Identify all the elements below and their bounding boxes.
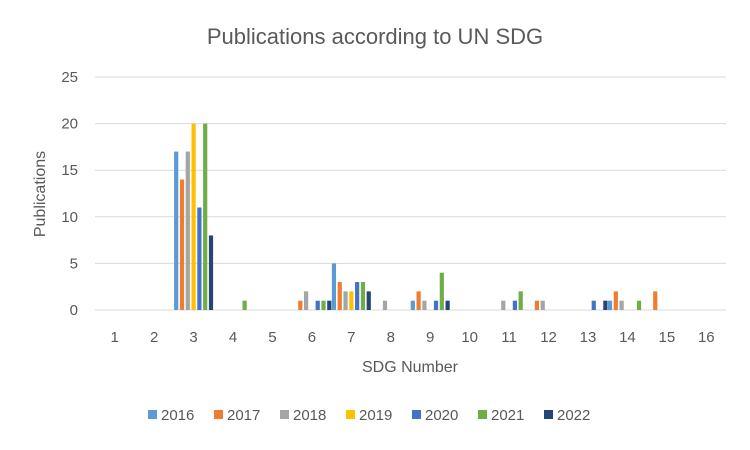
legend-swatch-2019 bbox=[346, 410, 355, 419]
bar-2017-sdg-7 bbox=[337, 282, 342, 310]
bar-2020-sdg-13 bbox=[591, 300, 596, 310]
chart-title: Publications according to UN SDG bbox=[207, 24, 543, 49]
bar-2021-sdg-9 bbox=[439, 272, 444, 310]
bar-2016-sdg-14 bbox=[607, 300, 613, 310]
x-tick-label: 9 bbox=[426, 329, 434, 346]
bar-2020-sdg-11 bbox=[512, 300, 517, 310]
y-axis-title: Publications bbox=[32, 151, 49, 237]
bar-2016-sdg-7 bbox=[331, 263, 337, 310]
bar-2021-sdg-6 bbox=[321, 300, 326, 310]
bar-2018-sdg-7 bbox=[343, 291, 348, 310]
bar-2021-sdg-7 bbox=[360, 282, 366, 310]
x-tick-label: 15 bbox=[659, 329, 676, 346]
legend-label-2018: 2018 bbox=[293, 407, 326, 424]
bar-2021-sdg-4 bbox=[242, 300, 247, 310]
y-tick-label: 5 bbox=[70, 255, 78, 272]
bar-2017-sdg-3 bbox=[179, 179, 185, 310]
x-tick-label: 3 bbox=[189, 329, 197, 346]
bar-2022-sdg-9 bbox=[445, 300, 450, 310]
bar-2020-sdg-9 bbox=[433, 300, 439, 310]
bar-2022-sdg-6 bbox=[327, 300, 332, 310]
x-tick-label: 11 bbox=[501, 329, 517, 346]
bar-2019-sdg-3 bbox=[191, 123, 196, 310]
legend-label-2017: 2017 bbox=[227, 407, 260, 424]
x-tick-label: 6 bbox=[308, 329, 316, 346]
legend-swatch-2020 bbox=[412, 410, 421, 419]
bar-2018-sdg-8 bbox=[382, 300, 388, 310]
x-tick-label: 14 bbox=[619, 329, 636, 346]
bar-2018-sdg-9 bbox=[422, 300, 427, 310]
y-tick-label: 0 bbox=[70, 302, 78, 319]
legend-swatch-2021 bbox=[478, 410, 487, 419]
legend-swatch-2016 bbox=[148, 410, 157, 419]
legend-swatch-2018 bbox=[280, 410, 289, 419]
x-tick-label: 5 bbox=[268, 329, 276, 346]
y-tick-label: 20 bbox=[61, 116, 78, 133]
bar-2018-sdg-11 bbox=[501, 300, 506, 310]
bar-2020-sdg-7 bbox=[355, 282, 360, 310]
bar-2018-sdg-12 bbox=[540, 300, 545, 310]
bar-2017-sdg-9 bbox=[416, 291, 421, 310]
bar-2022-sdg-13 bbox=[603, 300, 608, 310]
y-tick-label: 25 bbox=[61, 69, 78, 86]
legend-label-2020: 2020 bbox=[425, 407, 458, 424]
x-tick-label: 8 bbox=[387, 329, 395, 346]
bar-2019-sdg-7 bbox=[349, 291, 354, 310]
x-tick-label: 12 bbox=[540, 329, 557, 346]
bar-2022-sdg-3 bbox=[208, 235, 214, 310]
x-tick-label: 13 bbox=[580, 329, 597, 346]
bar-2021-sdg-14 bbox=[636, 300, 642, 310]
bar-2018-sdg-14 bbox=[619, 300, 624, 310]
bar-2022-sdg-7 bbox=[366, 291, 371, 310]
y-tick-label: 10 bbox=[61, 209, 78, 226]
x-tick-label: 7 bbox=[347, 329, 355, 346]
bar-2020-sdg-6 bbox=[315, 300, 320, 310]
bar-2018-sdg-6 bbox=[304, 291, 309, 310]
bar-2021-sdg-11 bbox=[518, 291, 523, 310]
bar-2017-sdg-6 bbox=[298, 300, 303, 310]
bar-2021-sdg-3 bbox=[203, 123, 208, 310]
bar-2016-sdg-9 bbox=[410, 300, 415, 310]
legend-label-2022: 2022 bbox=[557, 407, 590, 424]
x-tick-label: 4 bbox=[229, 329, 237, 346]
x-tick-label: 1 bbox=[111, 329, 119, 346]
x-tick-label: 16 bbox=[698, 329, 715, 346]
y-tick-labels: 0 5 10 15 20 25 bbox=[61, 69, 78, 319]
bar-2017-sdg-12 bbox=[534, 300, 540, 310]
legend-swatch-2022 bbox=[544, 410, 553, 419]
bar-2017-sdg-15 bbox=[653, 291, 658, 310]
x-tick-labels: 1 2 3 4 5 6 7 8 9 10 11 12 13 14 15 16 bbox=[111, 329, 715, 346]
x-axis-title: SDG Number bbox=[362, 359, 459, 376]
bar-2017-sdg-14 bbox=[613, 291, 618, 310]
bars bbox=[174, 123, 658, 310]
legend-label-2019: 2019 bbox=[359, 407, 392, 424]
bar-2016-sdg-3 bbox=[174, 151, 179, 310]
bar-2020-sdg-3 bbox=[197, 207, 202, 310]
bar-2018-sdg-3 bbox=[185, 151, 190, 310]
legend: 2016 2017 2018 2019 2020 2021 2022 bbox=[148, 407, 590, 424]
legend-label-2016: 2016 bbox=[161, 407, 194, 424]
x-tick-label: 2 bbox=[150, 329, 158, 346]
legend-swatch-2017 bbox=[214, 410, 223, 419]
legend-label-2021: 2021 bbox=[491, 407, 524, 424]
y-tick-label: 15 bbox=[61, 162, 78, 179]
x-tick-label: 10 bbox=[461, 329, 478, 346]
